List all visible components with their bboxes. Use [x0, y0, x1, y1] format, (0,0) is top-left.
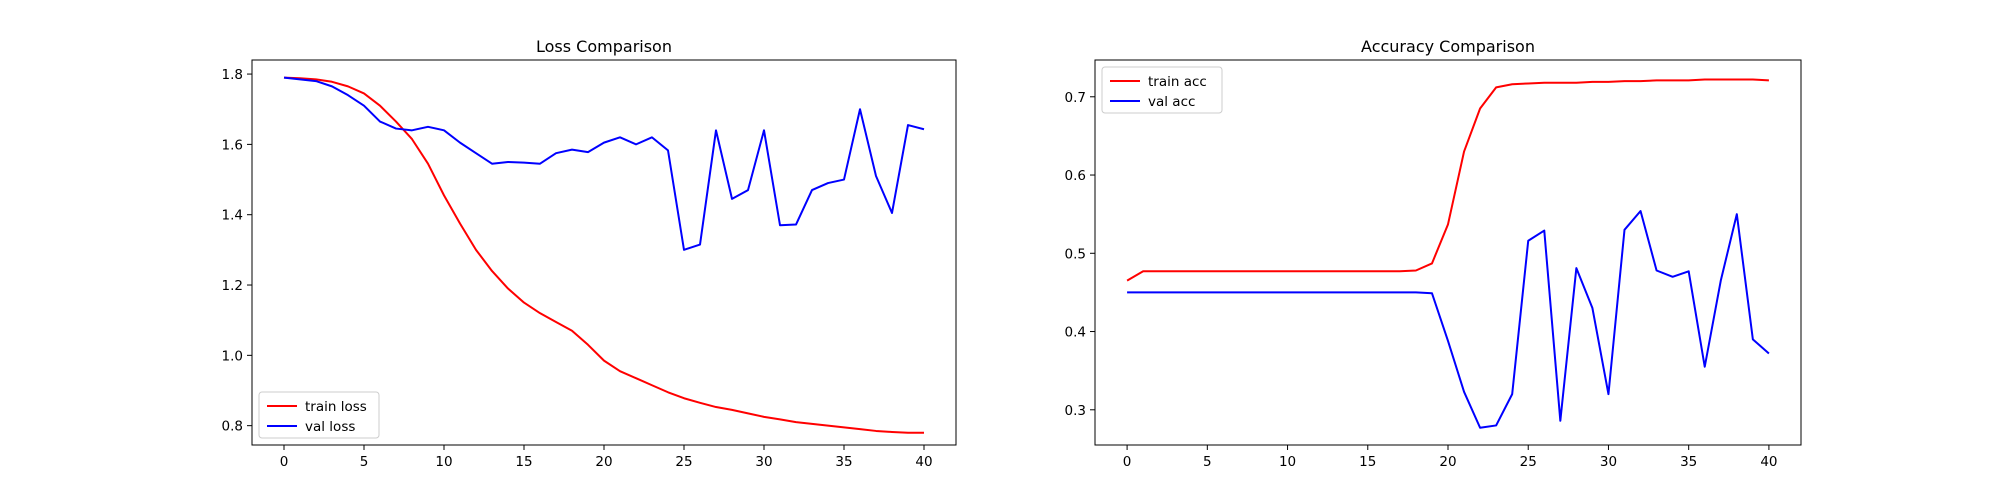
y-tick-label: 1.6: [222, 137, 243, 153]
x-tick-label: 40: [915, 454, 932, 470]
series-line-val-acc: [1127, 210, 1770, 429]
y-tick-label: 0.8: [222, 419, 243, 435]
series-line-val-loss: [283, 76, 925, 251]
legend-label: train acc: [1148, 74, 1207, 90]
x-tick-label: 10: [435, 454, 452, 470]
y-tick-label: 1.8: [222, 67, 243, 83]
chart-title: Loss Comparison: [536, 37, 672, 56]
x-tick-label: 30: [755, 454, 772, 470]
x-tick-label: 15: [515, 454, 532, 470]
y-tick-label: 1.2: [222, 278, 243, 294]
plot-frame: [1094, 59, 1802, 446]
x-tick-label: 0: [280, 454, 289, 470]
legend: train acc val acc: [1101, 66, 1223, 114]
x-tick-label: 5: [360, 454, 369, 470]
y-tick-label: 0.5: [1065, 246, 1086, 262]
series-line-train-loss: [283, 76, 924, 434]
x-tick-label: 10: [1279, 454, 1296, 470]
y-tick-label: 0.6: [1065, 168, 1086, 184]
y-tick-label: 0.3: [1065, 403, 1086, 419]
legend-label: val acc: [1148, 94, 1195, 110]
x-tick-label: 40: [1760, 454, 1777, 470]
x-tick-label: 35: [835, 454, 852, 470]
y-tick-label: 1.4: [222, 208, 243, 224]
y-tick-label: 1.0: [222, 348, 243, 364]
chart-title: Accuracy Comparison: [1361, 37, 1535, 56]
y-tick-label: 0.7: [1065, 90, 1086, 106]
x-tick-label: 20: [1439, 454, 1456, 470]
x-tick-label: 15: [1359, 454, 1376, 470]
y-tick-label: 0.4: [1065, 325, 1086, 341]
legend-label: val loss: [305, 419, 355, 435]
chart-panel-2: Accuracy Comparison 0 5 10 15 20 25 30 35 40 0.3 0.…: [1065, 37, 1802, 470]
series-line-train-acc: [1126, 78, 1769, 282]
legend: train loss val loss: [258, 391, 380, 439]
chart-panel-1: Loss Comparison 0 5 10 15 20 25 30 35 40 0.8 1.0 1.2…: [222, 37, 957, 470]
x-tick-label: 30: [1600, 454, 1617, 470]
x-tick-label: 25: [1520, 454, 1537, 470]
x-tick-label: 25: [675, 454, 692, 470]
legend-label: train loss: [305, 399, 367, 415]
x-tick-label: 35: [1680, 454, 1697, 470]
x-tick-label: 20: [595, 454, 612, 470]
plot-frame: [251, 59, 957, 446]
x-tick-label: 0: [1123, 454, 1132, 470]
x-tick-label: 5: [1203, 454, 1212, 470]
